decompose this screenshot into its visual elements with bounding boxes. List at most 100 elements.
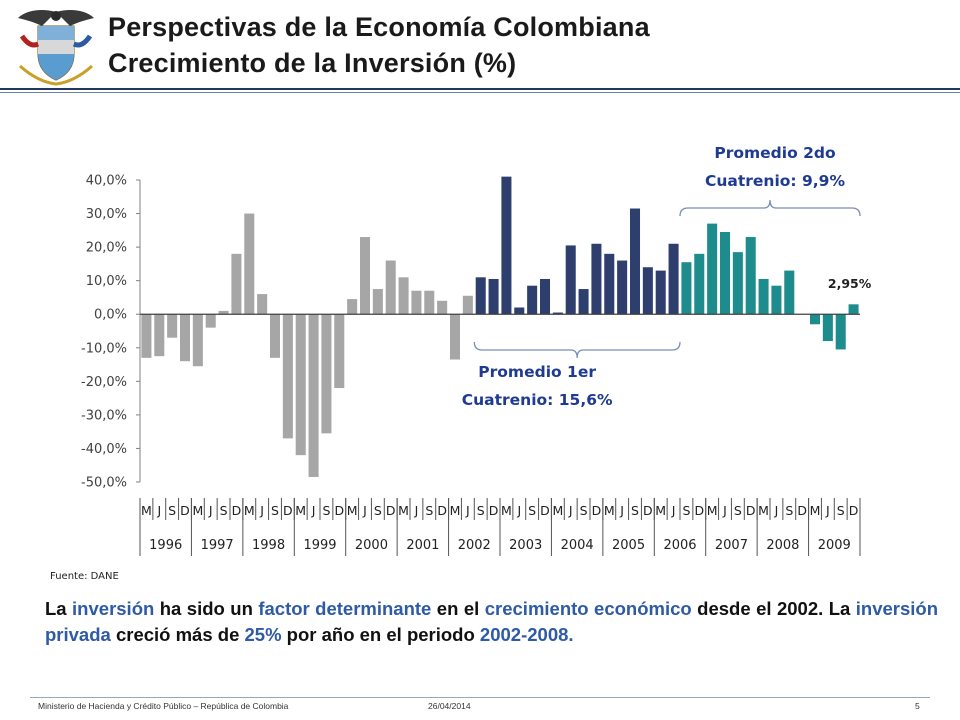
- quarter-label: S: [271, 503, 279, 518]
- page-number: 5: [915, 701, 920, 711]
- bar: [565, 245, 576, 315]
- quarter-label: M: [398, 503, 409, 518]
- footer-organization: Ministerio de Hacienda y Crédito Público…: [38, 701, 289, 711]
- year-label: 2009: [818, 538, 851, 553]
- quarter-label: M: [450, 503, 461, 518]
- y-tick-label: 30,0%: [86, 207, 127, 222]
- quarter-label: M: [347, 503, 358, 518]
- quarter-label: J: [259, 503, 264, 518]
- year-label: 1998: [252, 538, 285, 553]
- bar: [591, 243, 602, 315]
- para-text: desde el 2002. La: [691, 598, 856, 619]
- quarter-label: M: [295, 503, 306, 518]
- quarter-label: S: [425, 503, 433, 518]
- quarter-label: D: [283, 503, 293, 518]
- bar: [617, 260, 628, 315]
- bar: [501, 176, 512, 315]
- quarter-label: S: [837, 503, 845, 518]
- para-text: La: [45, 598, 73, 619]
- bar: [694, 253, 705, 315]
- para-highlight: 2002-2008.: [479, 624, 574, 645]
- quarter-label: D: [386, 503, 396, 518]
- bar: [269, 314, 281, 358]
- year-label: 2006: [663, 538, 696, 553]
- quarter-label: S: [631, 503, 639, 518]
- bar: [179, 314, 191, 362]
- quarter-label: D: [540, 503, 550, 518]
- bar: [758, 278, 769, 315]
- bar: [308, 314, 319, 477]
- quarter-label: D: [232, 503, 242, 518]
- bracket-second-term: [679, 199, 861, 217]
- quarter-label: D: [643, 503, 653, 518]
- bar: [321, 314, 332, 434]
- bar: [437, 300, 448, 315]
- y-tick-label: 20,0%: [86, 241, 127, 256]
- y-tick-label: -50,0%: [81, 476, 127, 491]
- para-text: en el: [431, 598, 485, 619]
- quarter-label: D: [694, 503, 704, 518]
- footer-divider: [30, 697, 930, 698]
- bar: [167, 314, 178, 338]
- para-text: creció más de: [110, 624, 245, 645]
- bar: [424, 290, 435, 315]
- bar: [398, 277, 409, 315]
- quarter-label: M: [192, 503, 203, 518]
- year-label: 2003: [509, 538, 542, 553]
- annotation-second-term-line2: Cuatrenio: 9,9%: [705, 172, 845, 190]
- quarter-label: M: [655, 503, 666, 518]
- annotation-second-term-line1: Promedio 2do: [714, 144, 835, 162]
- bar: [231, 253, 242, 315]
- year-label: 2001: [406, 538, 439, 553]
- quarter-label: J: [722, 503, 727, 518]
- header-divider: [0, 88, 960, 90]
- para-highlight: 25%: [244, 624, 282, 645]
- year-label: 2002: [458, 538, 491, 553]
- bar: [809, 314, 821, 325]
- quarter-label: M: [501, 503, 512, 518]
- year-label: 1997: [201, 538, 234, 553]
- summary-paragraph: La inversión ha sido un factor determina…: [45, 596, 938, 648]
- quarter-label: M: [244, 503, 255, 518]
- bar: [604, 253, 615, 315]
- bar: [719, 232, 731, 315]
- quarter-label: S: [528, 503, 536, 518]
- para-highlight: inversión: [72, 598, 155, 619]
- bar: [848, 304, 859, 315]
- bar: [732, 252, 743, 315]
- quarter-label: S: [168, 503, 176, 518]
- quarter-label: S: [322, 503, 330, 518]
- quarter-label: D: [437, 503, 447, 518]
- header-divider-thin: [0, 92, 960, 93]
- quarter-label: M: [604, 503, 615, 518]
- bar: [462, 295, 473, 315]
- bar: [822, 314, 833, 342]
- bar: [475, 277, 486, 315]
- quarter-label: J: [414, 503, 419, 518]
- quarter-label: D: [334, 503, 344, 518]
- quarter-label: S: [220, 503, 228, 518]
- quarter-label: S: [374, 503, 382, 518]
- quarter-label: S: [682, 503, 690, 518]
- year-label: 1999: [303, 538, 336, 553]
- quarter-label: J: [362, 503, 367, 518]
- quarter-label: M: [141, 503, 152, 518]
- bar: [668, 243, 679, 315]
- y-tick-label: -30,0%: [81, 408, 127, 423]
- quarter-label: J: [465, 503, 470, 518]
- quarter-label: D: [797, 503, 807, 518]
- quarter-label: J: [568, 503, 573, 518]
- quarter-label: D: [489, 503, 499, 518]
- bar: [334, 314, 345, 389]
- quarter-label: S: [785, 503, 793, 518]
- y-tick-label: 10,0%: [86, 274, 127, 289]
- bracket-first-term: [473, 341, 681, 359]
- bar: [359, 237, 371, 315]
- year-label: 2008: [766, 538, 799, 553]
- page-title-line-1: Perspectivas de la Economía Colombiana: [108, 12, 650, 42]
- bar: [295, 314, 306, 456]
- bar: [205, 314, 216, 328]
- quarter-label: S: [477, 503, 485, 518]
- quarter-label: J: [311, 503, 316, 518]
- bar: [629, 208, 641, 315]
